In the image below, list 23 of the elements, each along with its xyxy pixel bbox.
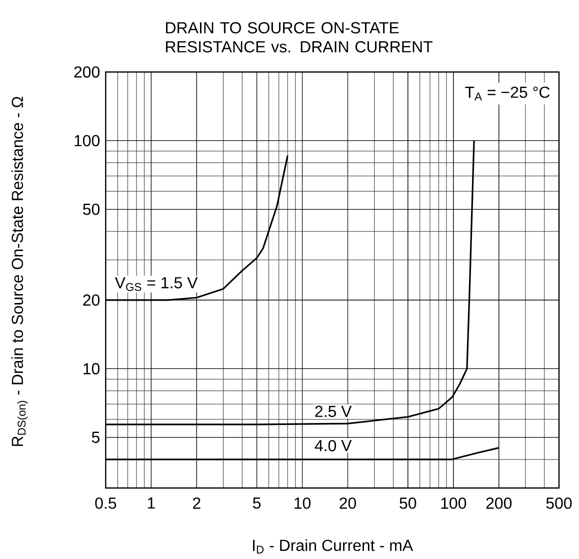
y-tick-label: 50 — [83, 204, 100, 216]
y-tick-label: 20 — [83, 294, 100, 306]
y-tick-label: 5 — [92, 432, 100, 444]
y-tick-label: 10 — [84, 363, 100, 374]
x-tick-label: 2 — [193, 498, 200, 509]
annotation: T$_{A}$ = −25 °C — [465, 86, 550, 100]
x-tick-label: 1 — [148, 498, 155, 509]
chart-title: DRAIN TO SOURCE ON-STATE RESISTANCE vs. DRAIN CURRENT — [166, 22, 432, 53]
x-tick-label: 200 — [486, 498, 512, 509]
series-label: V$_{GS}$ = 1.5 V — [114, 277, 198, 292]
x-axis-title: I$_{D}$ - Drain Current - mA — [253, 539, 414, 554]
x-tick-label: 100 — [441, 498, 466, 509]
y-axis-title: R$_{DS(on)}$ - Drain to Source On-State Resistance - Ω — [11, 96, 28, 446]
y-tick-label: 200 — [74, 66, 100, 78]
x-tick-label: 0.5 — [95, 498, 116, 509]
x-tick-label: 10 — [294, 498, 311, 509]
x-tick-label: 500 — [546, 498, 572, 509]
series-label: 2.5 V — [315, 406, 352, 418]
series-label: 4.0 V — [314, 440, 352, 452]
x-tick-label: 20 — [340, 498, 356, 509]
y-tick-label: 100 — [74, 135, 100, 146]
x-tick-label: 50 — [400, 498, 416, 509]
x-tick-label: 5 — [252, 498, 261, 509]
